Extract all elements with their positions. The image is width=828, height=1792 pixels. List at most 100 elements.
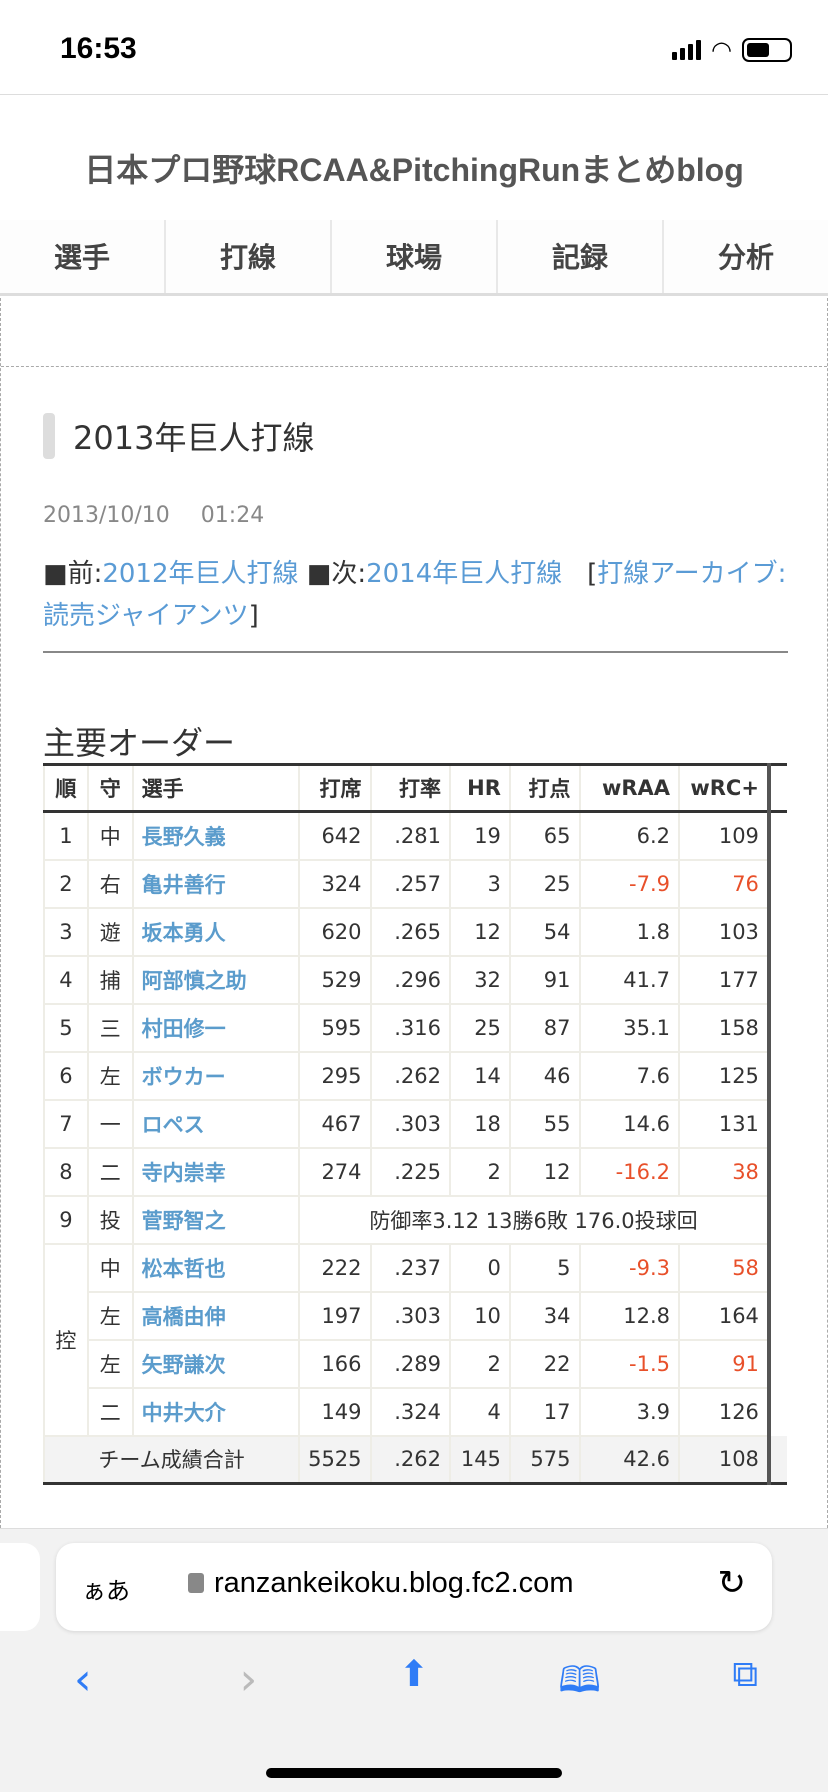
hr-cell: 14	[449, 1050, 511, 1101]
table-edge	[766, 1051, 787, 1100]
battery-icon	[742, 38, 792, 62]
status-bar: 16:53 ◠	[0, 0, 828, 95]
pa-cell: 149	[298, 1386, 372, 1437]
player-link[interactable]: ロペス	[131, 1098, 301, 1149]
wrc-cell: 125	[678, 1050, 770, 1101]
player-link[interactable]: 高橋由伸	[131, 1290, 301, 1341]
next-link[interactable]: 2014年巨人打線	[366, 559, 563, 589]
avg-cell: .262	[369, 1050, 452, 1101]
position-cell: 遊	[86, 906, 134, 957]
wrc-cell: 103	[678, 906, 770, 957]
nav-players[interactable]: 選手	[0, 220, 166, 293]
hr-cell: 18	[449, 1098, 511, 1149]
player-link[interactable]: 長野久義	[131, 810, 301, 861]
browser-bottom-bar: ぁあ ranzankeikoku.blog.fc2.com ↻ ‹ › ⬆ 🕮 …	[0, 1528, 828, 1792]
column-header: 順	[43, 763, 89, 813]
column-header: HR	[449, 763, 511, 813]
hr-cell: 32	[449, 954, 511, 1005]
column-header: 選手	[131, 763, 301, 813]
pa-cell: 295	[298, 1050, 372, 1101]
player-link[interactable]: 亀井善行	[131, 858, 301, 909]
reader-settings-button[interactable]: ぁあ	[82, 1577, 130, 1605]
column-header: wRC+	[678, 763, 770, 813]
pa-cell: 222	[298, 1242, 372, 1293]
position-cell: 左	[86, 1338, 134, 1389]
pa-cell: 197	[298, 1290, 372, 1341]
signal-icon	[672, 40, 702, 60]
rbi-cell: 55	[508, 1098, 581, 1149]
pa-cell: 324	[298, 858, 372, 909]
tabs-icon[interactable]: ⧉	[732, 1654, 759, 1695]
archive-link[interactable]: 打線アーカイブ:読売ジャイアンツ	[43, 559, 787, 631]
rbi-cell: 54	[508, 906, 581, 957]
bookmarks-icon[interactable]: 🕮	[558, 1660, 601, 1701]
position-cell: 左	[86, 1050, 134, 1101]
order-cell: 1	[43, 810, 89, 861]
hr-cell: 145	[449, 1434, 511, 1485]
position-cell: 中	[86, 1242, 134, 1293]
wraa-cell: -7.9	[578, 858, 681, 909]
table-edge	[766, 859, 787, 908]
hr-cell: 2	[449, 1338, 511, 1389]
order-cell: 4	[43, 954, 89, 1005]
player-link[interactable]: 寺内崇幸	[131, 1146, 301, 1197]
hr-cell: 0	[449, 1242, 511, 1293]
position-cell: 中	[86, 810, 134, 861]
table-edge	[766, 811, 787, 860]
player-link[interactable]: 中井大介	[131, 1386, 301, 1437]
table-edge	[766, 1387, 787, 1436]
hr-cell: 19	[449, 810, 511, 861]
player-link[interactable]: 阿部慎之助	[131, 954, 301, 1005]
wrc-cell: 131	[678, 1098, 770, 1149]
avg-cell: .281	[369, 810, 452, 861]
position-cell: 三	[86, 1002, 134, 1053]
rbi-cell: 12	[508, 1146, 581, 1197]
wraa-cell: 6.2	[578, 810, 681, 861]
forward-button[interactable]: ›	[239, 1654, 258, 1705]
share-icon[interactable]: ⬆	[398, 1654, 430, 1695]
wraa-cell: 35.1	[578, 1002, 681, 1053]
bracket: ]	[248, 601, 259, 631]
prev-label: ■前:	[43, 559, 103, 589]
wrc-cell: 91	[678, 1338, 770, 1389]
player-link[interactable]: 矢野謙次	[131, 1338, 301, 1389]
avg-cell: .316	[369, 1002, 452, 1053]
url-text[interactable]: ranzankeikoku.blog.fc2.com	[214, 1567, 574, 1599]
player-link[interactable]: 坂本勇人	[131, 906, 301, 957]
nav-records[interactable]: 記録	[498, 220, 664, 293]
back-button[interactable]: ‹	[73, 1654, 92, 1705]
column-header: wRAA	[578, 763, 681, 813]
rbi-cell: 5	[508, 1242, 581, 1293]
pitcher-summary: 防御率3.12 13勝6敗 176.0投球回	[298, 1194, 770, 1245]
pa-cell: 467	[298, 1098, 372, 1149]
prev-link[interactable]: 2012年巨人打線	[102, 559, 299, 589]
wraa-cell: 14.6	[578, 1098, 681, 1149]
clock: 16:53	[60, 32, 137, 65]
position-cell: 投	[86, 1194, 134, 1245]
pa-cell: 5525	[298, 1434, 372, 1485]
blog-title[interactable]: 日本プロ野球RCAA&PitchingRunまとめblog	[84, 152, 744, 188]
wrc-cell: 109	[678, 810, 770, 861]
player-link[interactable]: ボウカー	[131, 1050, 301, 1101]
table-edge	[766, 1291, 787, 1340]
player-link[interactable]: 菅野智之	[131, 1194, 301, 1245]
wraa-cell: 12.8	[578, 1290, 681, 1341]
wrc-cell: 38	[678, 1146, 770, 1197]
order-cell: 3	[43, 906, 89, 957]
previous-tab-card[interactable]	[0, 1543, 40, 1631]
reload-icon[interactable]: ↻	[717, 1563, 747, 1603]
address-bar[interactable]: ぁあ ranzankeikoku.blog.fc2.com ↻	[56, 1543, 772, 1631]
wraa-cell: 3.9	[578, 1386, 681, 1437]
order-cell: 6	[43, 1050, 89, 1101]
player-link[interactable]: 松本哲也	[131, 1242, 301, 1293]
nav-analysis[interactable]: 分析	[717, 241, 774, 274]
wrc-cell: 164	[678, 1290, 770, 1341]
player-link[interactable]: 村田修一	[131, 1002, 301, 1053]
nav-lineup[interactable]: 打線	[166, 220, 332, 293]
wraa-cell: -16.2	[578, 1146, 681, 1197]
section-title: 主要オーダー	[43, 724, 236, 762]
avg-cell: .257	[369, 858, 452, 909]
hr-cell: 12	[449, 906, 511, 957]
nav-stadium[interactable]: 球場	[332, 220, 498, 293]
navigation-links: ■前:2012年巨人打線 ■次:2014年巨人打線 [打線アーカイブ:読売ジャイ…	[43, 553, 788, 653]
